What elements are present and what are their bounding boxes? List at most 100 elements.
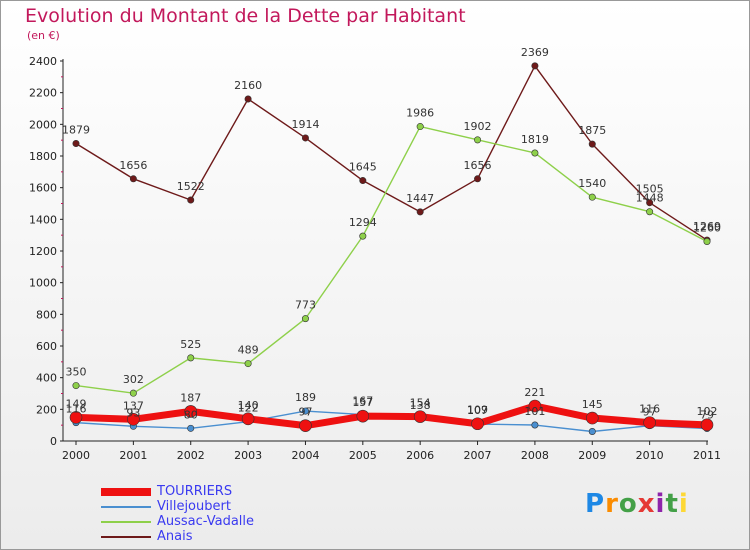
data-point — [474, 136, 482, 144]
data-point — [531, 421, 539, 429]
data-point — [646, 199, 654, 207]
data-label: 1875 — [578, 124, 606, 137]
data-point — [241, 412, 255, 426]
data-label: 1914 — [291, 118, 319, 131]
data-label: 350 — [66, 366, 87, 379]
data-label: 525 — [180, 338, 201, 351]
data-label: 137 — [123, 399, 144, 412]
data-point — [588, 140, 596, 148]
data-label: 116 — [639, 403, 660, 416]
logo-letter: P — [585, 489, 606, 519]
x-tick-label: 2008 — [521, 449, 549, 462]
data-label: 2369 — [521, 46, 549, 59]
data-point — [703, 238, 711, 246]
legend-item: TOURRIERS — [101, 484, 361, 500]
data-point — [72, 139, 80, 147]
series-line-Aussac-Vadalle — [75, 125, 708, 394]
y-tick-label: 1400 — [29, 213, 57, 226]
data-label: 489 — [238, 344, 259, 357]
y-tick-label: 400 — [36, 372, 57, 385]
y-tick-label: 800 — [36, 308, 57, 321]
chart-title: Evolution du Montant de la Dette par Hab… — [25, 5, 466, 27]
data-label: 189 — [295, 391, 316, 404]
legend-item: Anais — [101, 529, 361, 545]
x-tick-label: 2011 — [693, 449, 721, 462]
data-point — [299, 419, 312, 432]
y-tick-label: 1600 — [29, 182, 57, 195]
data-label: 1986 — [406, 107, 434, 120]
data-label: 97 — [643, 406, 657, 419]
data-label: 116 — [66, 403, 87, 416]
data-point — [528, 399, 542, 413]
x-tick-label: 2000 — [62, 449, 90, 462]
data-label: 154 — [410, 397, 431, 410]
data-point — [416, 208, 424, 216]
data-label: 138 — [410, 399, 431, 412]
logo-letter: i — [678, 489, 689, 519]
data-point — [301, 134, 309, 142]
data-label: 1505 — [636, 183, 664, 196]
data-label: 97 — [298, 406, 312, 419]
legend-swatch — [101, 506, 151, 508]
series-line-TOURRIERS — [75, 402, 708, 430]
data-label: 1260 — [693, 222, 721, 235]
data-point — [356, 409, 370, 423]
data-point — [359, 232, 367, 240]
y-tick-label: 2000 — [29, 118, 57, 131]
logo-letter: r — [605, 489, 619, 519]
data-label: 1879 — [62, 123, 90, 136]
data-point — [129, 389, 137, 397]
logo-letter: x — [637, 489, 656, 519]
logo-letter: t — [665, 489, 679, 519]
data-point — [184, 405, 198, 418]
data-point — [301, 315, 309, 323]
series-line-Anais — [75, 65, 708, 241]
legend-label: Anais — [157, 529, 193, 544]
x-tick-label: 2010 — [636, 449, 664, 462]
data-label: 157 — [352, 396, 373, 409]
y-tick-label: 600 — [36, 340, 57, 353]
data-point — [129, 175, 137, 183]
legend-label: Aussac-Vadalle — [157, 514, 255, 529]
data-point — [69, 411, 83, 424]
y-tick-label: 1000 — [29, 277, 57, 290]
data-label: 1656 — [464, 159, 492, 172]
data-point — [413, 410, 427, 423]
y-tick-label: 2400 — [29, 55, 57, 68]
data-label: 145 — [582, 398, 603, 411]
x-tick-label: 2004 — [291, 449, 319, 462]
data-label: 149 — [66, 397, 87, 410]
data-label: 187 — [180, 391, 201, 404]
y-tick-label: 2200 — [29, 87, 57, 100]
data-label: 109 — [467, 404, 488, 417]
legend-swatch — [101, 536, 151, 538]
data-point — [471, 417, 484, 431]
logo-letter: o — [618, 489, 638, 519]
legend-item: Aussac-Vadalle — [101, 514, 361, 530]
data-point — [244, 360, 252, 368]
logo-letter: i — [655, 489, 666, 519]
data-point — [187, 354, 195, 362]
data-label: 101 — [524, 405, 545, 418]
legend-label: TOURRIERS — [157, 484, 233, 499]
data-point — [244, 95, 252, 103]
legend-swatch — [101, 488, 151, 496]
data-label: 1540 — [578, 177, 606, 190]
proxiti-logo: Proxiti — [585, 489, 689, 519]
data-point — [531, 62, 539, 70]
data-point — [72, 382, 80, 390]
y-tick-label: 200 — [36, 403, 57, 416]
x-tick-label: 2006 — [406, 449, 434, 462]
data-point — [643, 416, 656, 429]
data-label: 1645 — [349, 161, 377, 174]
data-point — [585, 411, 599, 425]
x-tick-label: 2003 — [234, 449, 262, 462]
unit-label: (en €) — [27, 29, 60, 42]
data-label: 122 — [238, 402, 259, 415]
data-label: 1902 — [464, 120, 492, 133]
y-tick-label: 0 — [50, 435, 57, 448]
x-tick-label: 2005 — [349, 449, 377, 462]
data-point — [588, 193, 596, 201]
legend-swatch — [101, 521, 151, 523]
